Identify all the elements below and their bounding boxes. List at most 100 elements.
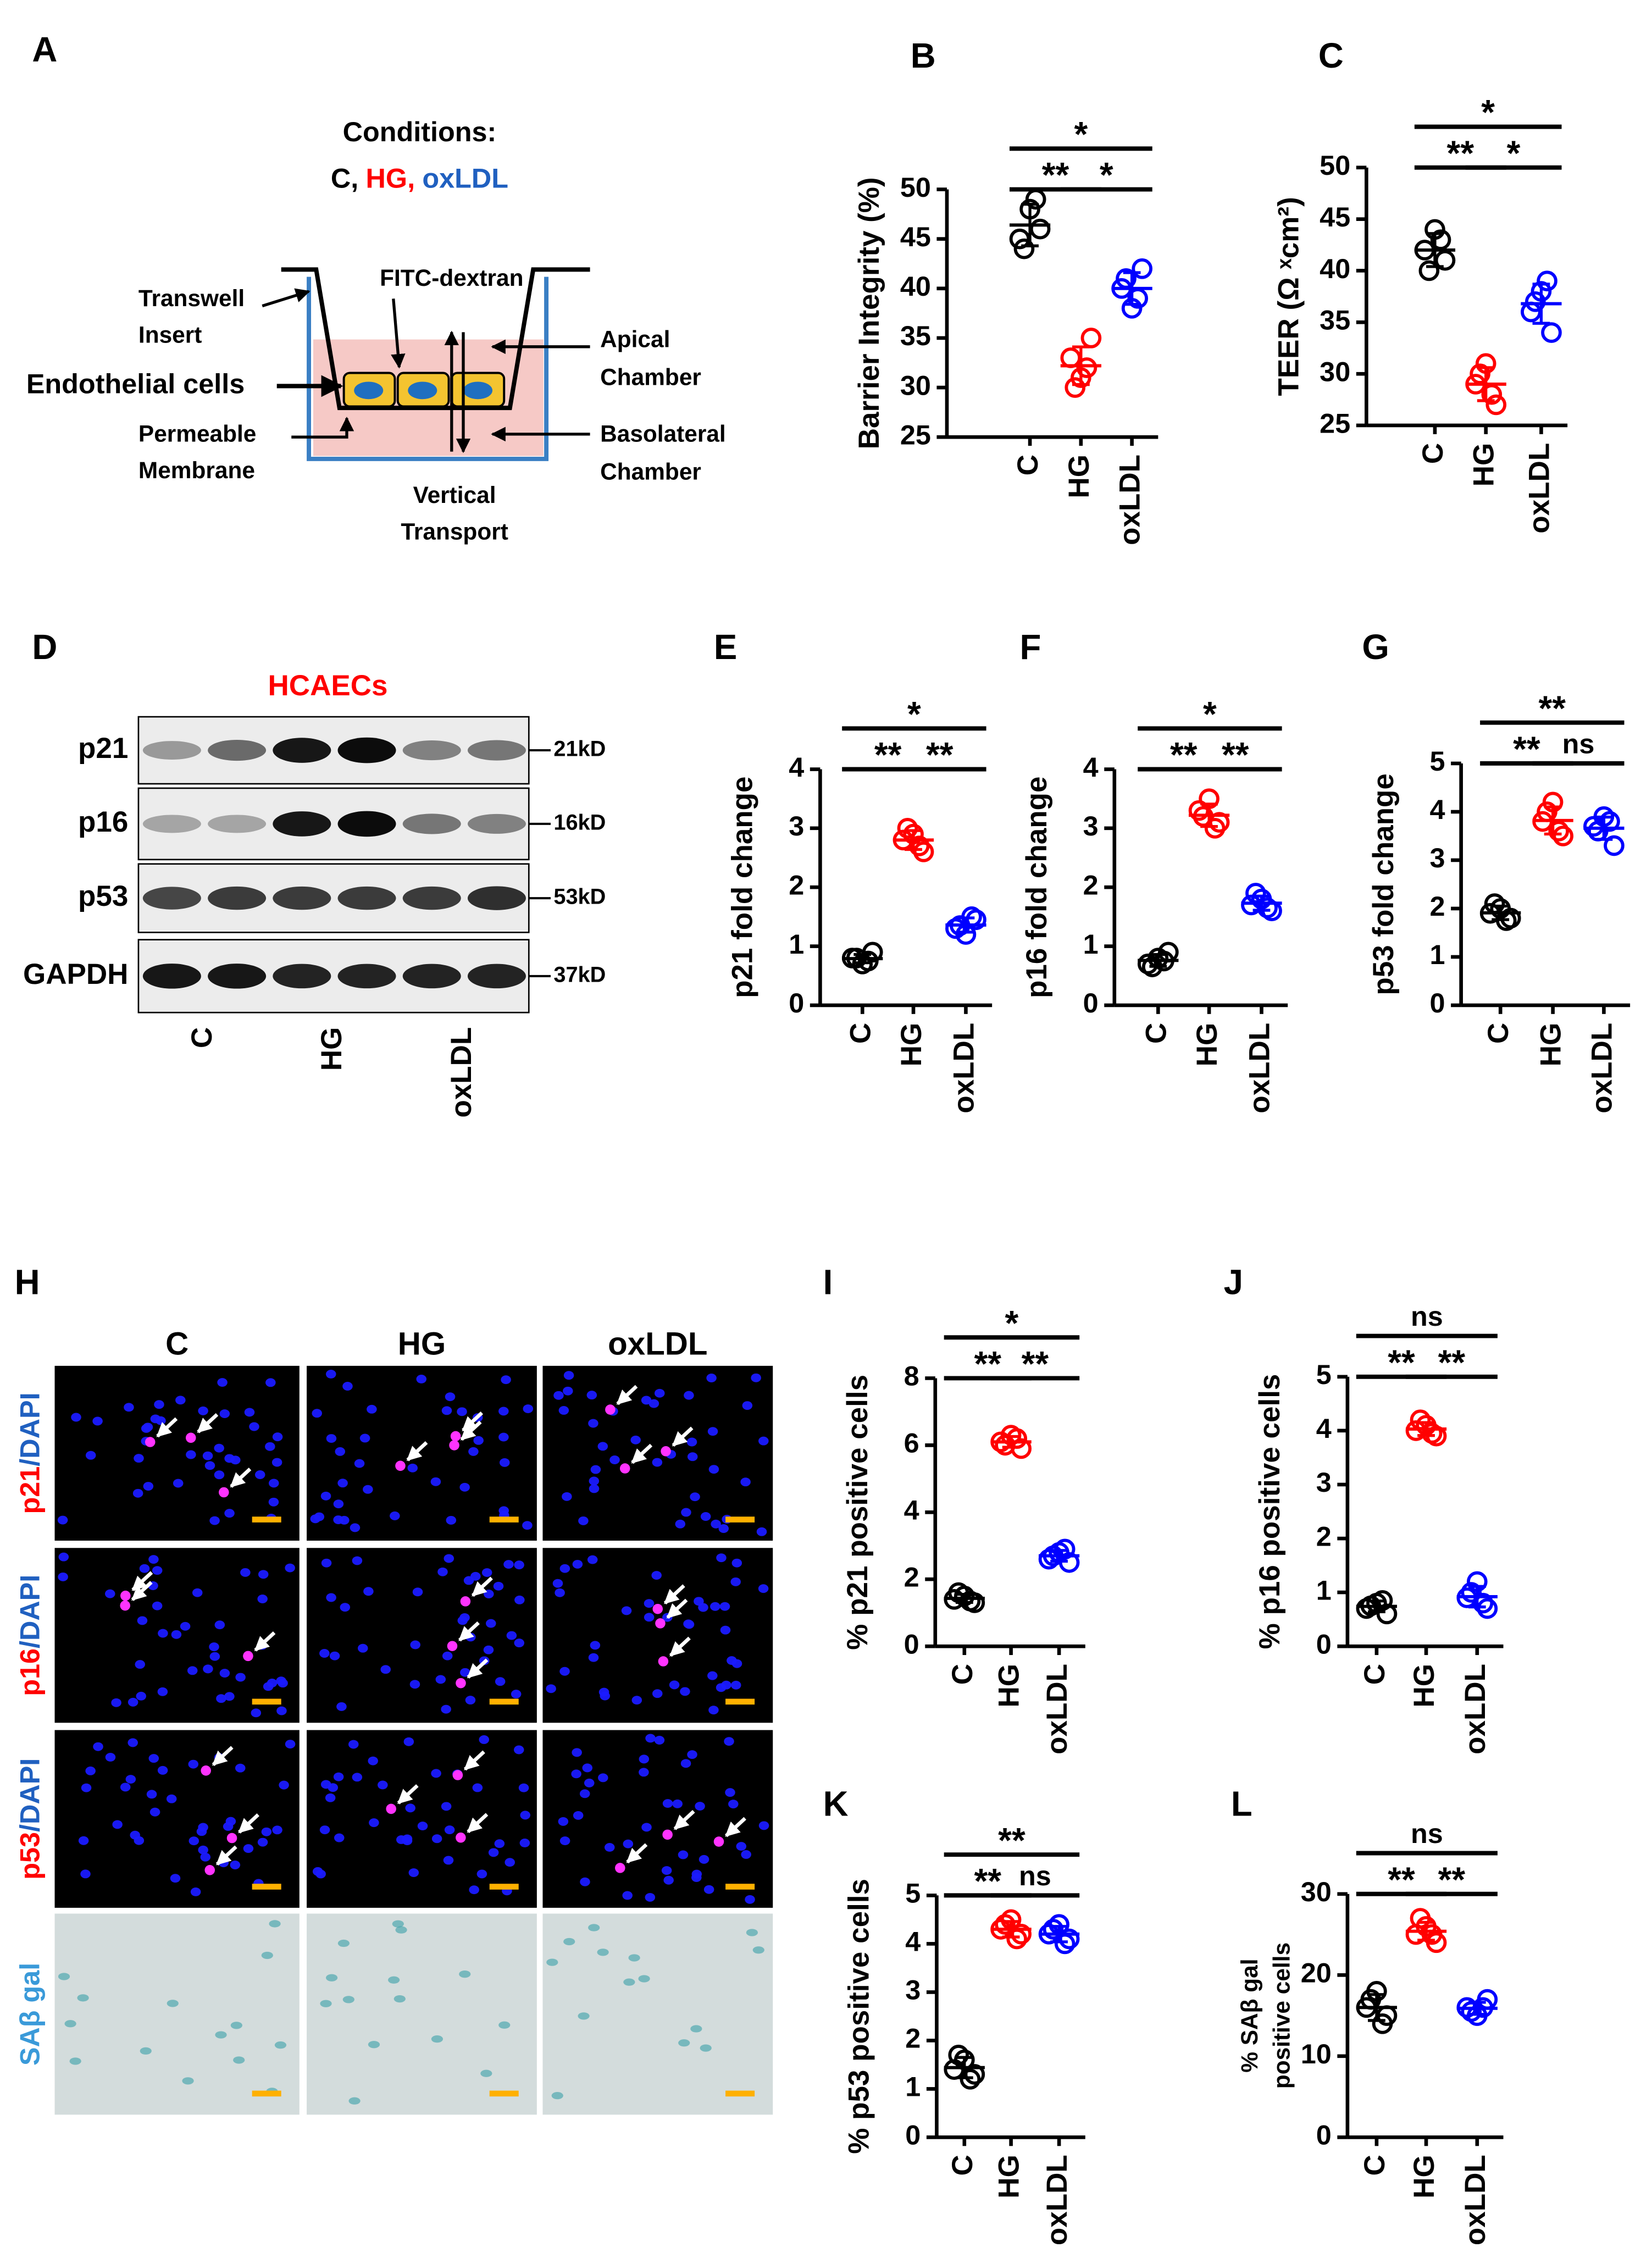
nucleus: [435, 1675, 446, 1684]
x-tick-label: HG: [1063, 455, 1095, 499]
nucleus: [481, 1568, 492, 1577]
nucleus: [326, 1434, 337, 1443]
nucleus: [465, 1696, 476, 1705]
nucleus: [209, 1642, 219, 1652]
nucleus: [623, 1839, 634, 1848]
nucleus: [558, 1406, 569, 1415]
panel-a: A Conditions: C, HG, oxLDL FITC-dextran Tr…: [26, 30, 726, 544]
nucleus: [367, 1404, 377, 1414]
nucleus: [680, 1759, 691, 1768]
arrow: [391, 298, 406, 369]
y-tick-label: 4: [904, 1494, 919, 1526]
positive-cell: [662, 1829, 673, 1840]
nucleus: [408, 381, 437, 400]
stained-cell: [690, 2025, 702, 2033]
x-tick-label: C: [946, 2155, 979, 2176]
stained-cell: [320, 2000, 332, 2007]
stained-cell: [368, 2041, 380, 2049]
x-tick-label: C: [1482, 1023, 1515, 1044]
nucleus: [403, 1737, 414, 1746]
positive-cell: [226, 1833, 237, 1844]
nucleus: [708, 1706, 719, 1715]
band: [467, 813, 526, 834]
blot-title: HCAECs: [268, 669, 388, 702]
nucleus: [209, 1516, 220, 1525]
x-tick-label: oxLDL: [1586, 1023, 1618, 1114]
arrows: [262, 288, 590, 453]
nucleus: [559, 1564, 570, 1573]
nucleus: [513, 1745, 524, 1754]
arrow: [230, 1468, 252, 1488]
nucleus: [148, 1555, 159, 1564]
nucleus: [731, 1558, 742, 1568]
nucleus: [285, 1740, 296, 1749]
y-tick-label: 6: [904, 1427, 919, 1459]
stained-cell: [233, 2056, 245, 2064]
nucleus: [580, 1877, 590, 1886]
nucleus: [276, 1706, 287, 1715]
significance-label: *: [1507, 134, 1521, 173]
nucleus: [57, 1515, 68, 1525]
arrow: [471, 1576, 493, 1597]
band: [402, 813, 461, 834]
nucleus: [503, 1560, 514, 1569]
y-tick-label: 20: [1301, 1957, 1332, 1989]
nucleus: [498, 1432, 509, 1442]
micrograph: [305, 1546, 539, 1724]
nucleus: [699, 1855, 709, 1864]
significance-label: *: [1100, 156, 1113, 195]
nucleus: [588, 1419, 598, 1428]
band: [142, 887, 201, 910]
significance-label: ns: [1411, 1818, 1443, 1849]
nucleus: [678, 1850, 689, 1859]
nucleus: [589, 1476, 600, 1486]
nucleus: [724, 1737, 734, 1746]
stained-cell: [269, 1920, 281, 1928]
marker: SAβ gal: [14, 1963, 46, 2066]
nucleus: [333, 1499, 344, 1509]
scale-bar: [489, 1698, 519, 1705]
panel-letter: C: [1318, 36, 1344, 75]
nucleus: [587, 1555, 598, 1564]
stained-cell: [431, 2035, 444, 2043]
nucleus: [202, 1451, 213, 1460]
nucleus: [486, 1619, 496, 1628]
nucleus: [225, 1817, 236, 1826]
nucleus: [446, 1515, 457, 1525]
nucleus: [214, 1443, 224, 1453]
nucleus: [514, 1595, 525, 1604]
label: Transwell: [138, 285, 245, 311]
y-tick-label: 3: [1429, 842, 1445, 873]
scale-bar: [252, 1698, 281, 1705]
band: [467, 886, 526, 910]
nucleus: [342, 1382, 353, 1391]
nucleus: [265, 1442, 275, 1451]
nucleus: [350, 1523, 361, 1532]
arrow: [673, 1810, 695, 1830]
nucleus: [584, 1778, 595, 1787]
nucleus: [558, 1817, 569, 1826]
nucleus: [441, 1802, 452, 1811]
nucleus: [80, 1869, 91, 1879]
stain: /DAPI: [14, 1392, 46, 1466]
nucleus: [684, 1391, 694, 1400]
y-axis-label: p16 fold change: [1021, 776, 1053, 998]
nucleus: [132, 1488, 143, 1498]
nucleus: [85, 1766, 96, 1775]
nucleus: [443, 1856, 454, 1865]
nucleus: [483, 1645, 494, 1654]
protein-label: GAPDH: [23, 958, 128, 990]
y-tick-label: 0: [789, 987, 804, 1018]
positive-cell: [204, 1865, 215, 1875]
significance-label: **: [1222, 735, 1249, 774]
nucleus: [258, 1570, 269, 1579]
stained-cell: [551, 2092, 563, 2100]
x-tick-label: HG: [895, 1023, 928, 1067]
band: [273, 886, 331, 910]
nucleus: [514, 1639, 525, 1648]
nucleus: [192, 1588, 203, 1597]
nucleus: [651, 1571, 662, 1580]
nucleus: [224, 1692, 235, 1701]
y-tick-label: 0: [905, 2119, 921, 2151]
